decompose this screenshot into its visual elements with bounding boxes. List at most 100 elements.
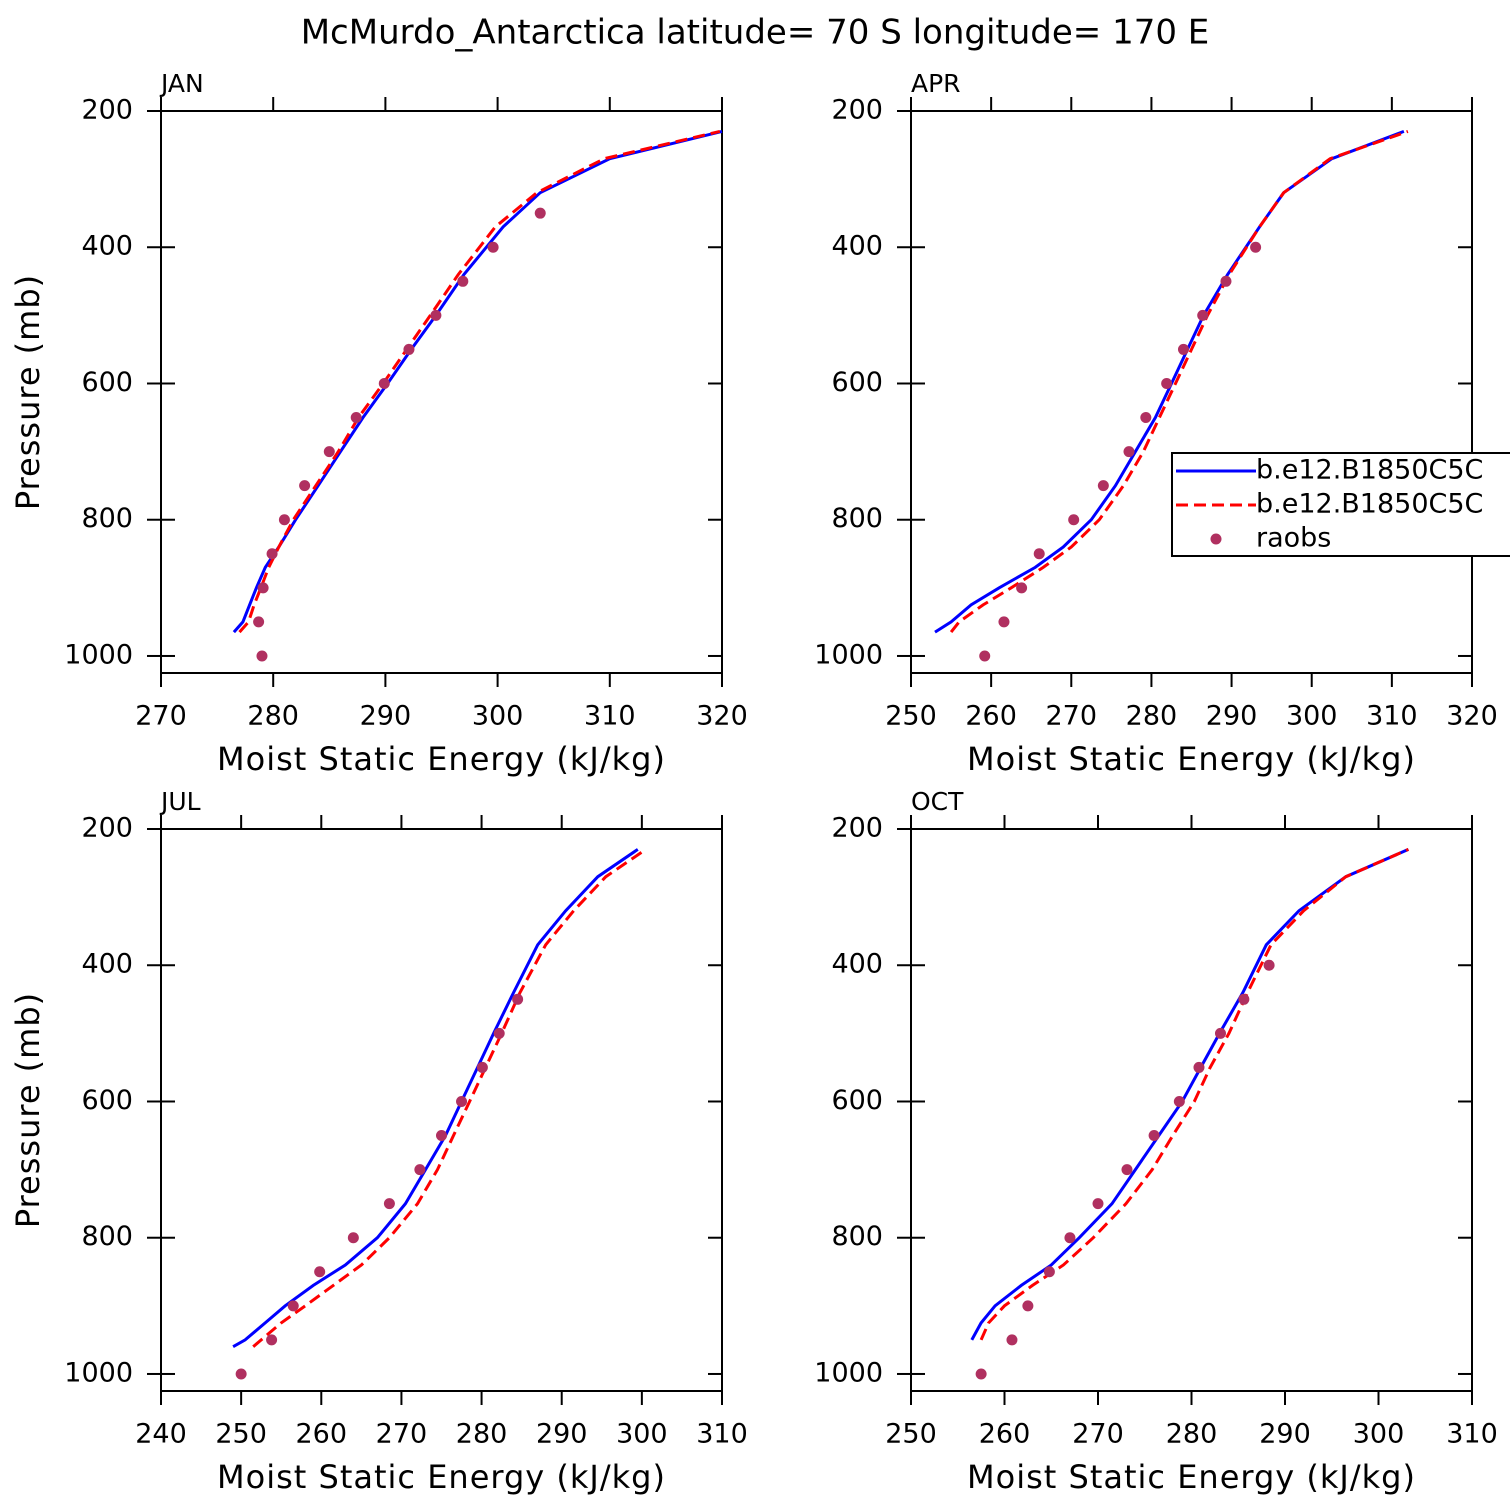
raob-point bbox=[266, 1334, 278, 1346]
y-axis-label: Pressure (mb) bbox=[9, 274, 47, 510]
x-tick-label: 250 bbox=[885, 1419, 937, 1450]
y-tick-label: 600 bbox=[81, 367, 133, 398]
y-axis-label: Pressure (mb) bbox=[9, 992, 47, 1228]
raob-point bbox=[323, 446, 335, 458]
x-tick-label: 300 bbox=[616, 1419, 668, 1450]
x-tick-label: 310 bbox=[1366, 701, 1418, 732]
x-tick-label: 290 bbox=[1206, 701, 1258, 732]
plot-frame bbox=[160, 828, 723, 1392]
raob-point bbox=[1161, 377, 1173, 389]
raob-point bbox=[430, 309, 442, 321]
raob-point bbox=[979, 650, 991, 662]
raob-point bbox=[1064, 1232, 1076, 1244]
raob-point bbox=[1022, 1300, 1034, 1312]
raob-point bbox=[1140, 412, 1152, 424]
y-tick-label: 400 bbox=[831, 949, 883, 980]
profile-line bbox=[232, 848, 639, 1349]
x-tick-label: 320 bbox=[696, 701, 748, 732]
x-tick-label: 290 bbox=[1259, 1419, 1311, 1450]
raob-point bbox=[487, 241, 499, 253]
raob-point bbox=[1016, 582, 1028, 594]
raob-point bbox=[378, 377, 390, 389]
x-tick-label: 270 bbox=[1046, 701, 1098, 732]
profile-line bbox=[232, 129, 723, 634]
raob-point bbox=[476, 1061, 488, 1073]
raob-point bbox=[1006, 1334, 1018, 1346]
panel-title: OCT bbox=[911, 787, 964, 816]
raob-point bbox=[235, 1368, 247, 1380]
raob-point bbox=[278, 514, 290, 526]
raob-point bbox=[253, 616, 265, 628]
raob-point bbox=[1148, 1130, 1160, 1142]
raob-point bbox=[1193, 1061, 1205, 1073]
profile-line bbox=[252, 848, 647, 1348]
legend-label: b.e12.B1850C5C bbox=[1256, 455, 1483, 486]
raob-point bbox=[1068, 514, 1080, 526]
x-tick-label: 260 bbox=[965, 701, 1017, 732]
x-axis-label: Moist Static Energy (kJ/kg) bbox=[217, 1458, 666, 1496]
x-tick-label: 310 bbox=[696, 1419, 748, 1450]
x-tick-label: 280 bbox=[1126, 701, 1178, 732]
y-tick-label: 400 bbox=[831, 231, 883, 262]
y-tick-label: 400 bbox=[81, 949, 133, 980]
y-tick-label: 1000 bbox=[814, 1357, 883, 1388]
raob-point bbox=[975, 1368, 987, 1380]
raob-point bbox=[257, 582, 269, 594]
raob-point bbox=[1097, 480, 1109, 492]
x-tick-label: 280 bbox=[1166, 1419, 1218, 1450]
profile-line bbox=[949, 129, 1409, 634]
x-tick-label: 270 bbox=[376, 1419, 428, 1450]
raob-point bbox=[350, 412, 362, 424]
x-tick-label: 270 bbox=[1072, 1419, 1124, 1450]
x-tick-label: 300 bbox=[1353, 1419, 1405, 1450]
x-tick-label: 260 bbox=[296, 1419, 348, 1450]
legend-label: raobs bbox=[1256, 523, 1331, 554]
raob-point bbox=[1250, 241, 1262, 253]
x-tick-label: 300 bbox=[1286, 701, 1338, 732]
raob-point bbox=[493, 1027, 505, 1039]
y-tick-label: 800 bbox=[831, 503, 883, 534]
y-tick-label: 800 bbox=[81, 503, 133, 534]
raob-point bbox=[314, 1266, 326, 1278]
raob-point bbox=[456, 1095, 468, 1107]
x-tick-label: 270 bbox=[135, 701, 187, 732]
raob-point bbox=[512, 993, 524, 1005]
x-axis-label: Moist Static Energy (kJ/kg) bbox=[967, 740, 1416, 778]
y-tick-label: 600 bbox=[831, 1085, 883, 1116]
raob-point bbox=[1263, 959, 1275, 971]
profile-line bbox=[979, 848, 1409, 1341]
raob-point bbox=[1043, 1266, 1055, 1278]
x-tick-label: 260 bbox=[979, 1419, 1031, 1450]
x-tick-label: 300 bbox=[472, 701, 524, 732]
raob-point bbox=[403, 343, 415, 355]
profile-line bbox=[970, 848, 1409, 1341]
panel-title: APR bbox=[911, 69, 961, 98]
raob-point bbox=[1092, 1198, 1104, 1210]
raob-point bbox=[287, 1300, 299, 1312]
x-tick-label: 290 bbox=[536, 1419, 588, 1450]
raob-point bbox=[436, 1130, 447, 1142]
y-tick-label: 200 bbox=[831, 813, 883, 844]
panel-title: JAN bbox=[159, 69, 204, 98]
y-tick-label: 800 bbox=[831, 1221, 883, 1252]
raob-point bbox=[299, 480, 311, 492]
x-tick-label: 310 bbox=[584, 701, 636, 732]
x-axis-label: Moist Static Energy (kJ/kg) bbox=[217, 740, 666, 778]
x-tick-label: 250 bbox=[885, 701, 937, 732]
y-tick-label: 400 bbox=[81, 231, 133, 262]
y-tick-label: 1000 bbox=[814, 639, 883, 670]
plot-frame bbox=[160, 110, 723, 674]
raob-point bbox=[1220, 275, 1232, 287]
raob-point bbox=[1238, 993, 1250, 1005]
raob-point bbox=[1033, 548, 1045, 560]
y-tick-label: 1000 bbox=[64, 1357, 133, 1388]
x-tick-label: 250 bbox=[215, 1419, 267, 1450]
profile-line bbox=[238, 129, 721, 634]
raob-point bbox=[383, 1198, 395, 1210]
raob-point bbox=[1173, 1095, 1185, 1107]
x-tick-label: 240 bbox=[135, 1419, 187, 1450]
raob-point bbox=[1197, 309, 1209, 321]
x-axis-label: Moist Static Energy (kJ/kg) bbox=[967, 1458, 1416, 1496]
